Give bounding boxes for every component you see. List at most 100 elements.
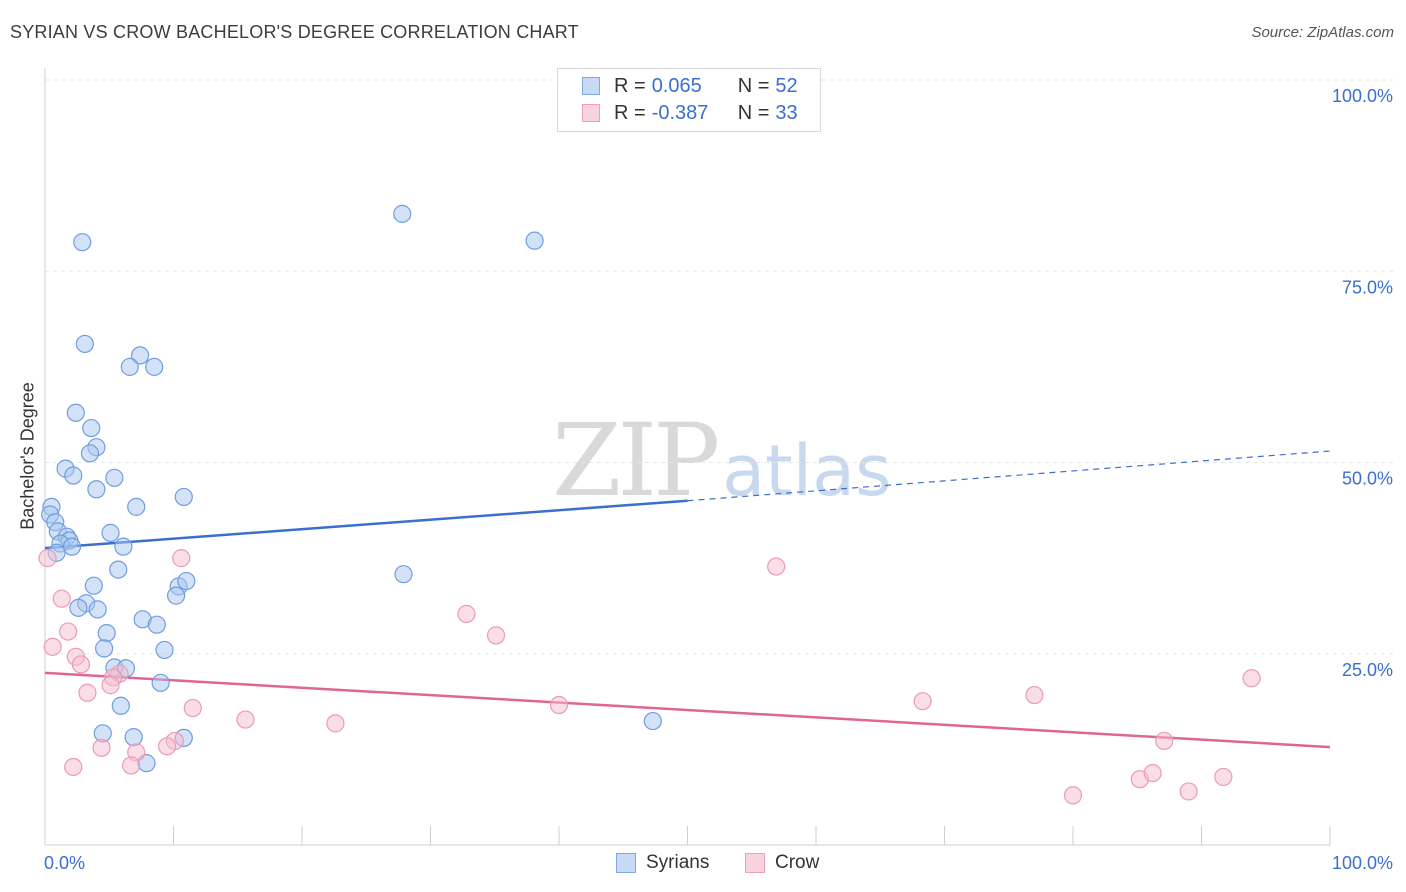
point-syrians bbox=[109, 560, 128, 579]
point-syrians bbox=[525, 231, 544, 250]
legend-swatch-syrians bbox=[582, 77, 600, 95]
y-tick-label: 25.0% bbox=[1342, 660, 1393, 680]
point-syrians bbox=[166, 586, 186, 605]
watermark: ZIPatlas bbox=[552, 402, 891, 519]
point-syrians bbox=[101, 523, 120, 542]
data-points bbox=[38, 204, 1261, 805]
point-syrians bbox=[130, 346, 150, 365]
bottom-legend-label-syrians: Syrians bbox=[646, 852, 710, 873]
point-crow bbox=[457, 604, 476, 624]
point-syrians bbox=[155, 640, 174, 660]
point-crow bbox=[549, 695, 569, 715]
y-tick-label: 75.0% bbox=[1342, 277, 1393, 297]
legend-r-label: R = bbox=[614, 74, 646, 97]
trend-line-crow bbox=[44, 671, 1331, 749]
point-crow bbox=[1143, 763, 1162, 783]
point-syrians bbox=[147, 615, 166, 634]
trend-line-syrians bbox=[44, 499, 688, 550]
x-tick-label-max: 100.0% bbox=[1332, 853, 1393, 873]
point-crow bbox=[183, 698, 202, 718]
point-crow bbox=[1025, 685, 1044, 705]
point-syrians bbox=[105, 468, 124, 487]
y-axis-label: Bachelor's Degree bbox=[17, 382, 38, 530]
point-syrians bbox=[84, 576, 103, 595]
point-syrians bbox=[145, 357, 164, 376]
point-syrians bbox=[69, 598, 88, 617]
source-label: Source: ZipAtlas.com bbox=[1251, 24, 1394, 41]
y-tick-label: 100.0% bbox=[1332, 86, 1393, 106]
point-crow bbox=[172, 549, 191, 568]
point-syrians bbox=[393, 204, 412, 223]
point-syrians bbox=[62, 537, 82, 556]
point-crow bbox=[913, 692, 932, 711]
point-crow bbox=[71, 655, 91, 674]
point-syrians bbox=[394, 565, 413, 584]
legend-r-value: -0.387 bbox=[651, 101, 709, 124]
point-crow bbox=[43, 637, 62, 656]
point-syrians bbox=[151, 673, 170, 692]
point-crow bbox=[1063, 786, 1083, 805]
legend-swatch-crow bbox=[582, 104, 600, 122]
y-tick-label: 50.0% bbox=[1342, 469, 1393, 489]
trend-line-extension-syrians bbox=[687, 450, 1331, 502]
tick-labels: 25.0% 50.0% 75.0% 100.0% 0.0% 100.0% bbox=[44, 86, 1393, 873]
bottom-legend-swatch-syrians bbox=[616, 853, 636, 873]
point-crow bbox=[157, 737, 177, 756]
point-syrians bbox=[88, 600, 107, 619]
point-crow bbox=[101, 676, 120, 695]
point-syrians bbox=[114, 537, 133, 556]
point-crow bbox=[236, 710, 255, 729]
point-syrians bbox=[97, 623, 116, 643]
point-syrians bbox=[174, 487, 193, 507]
point-crow bbox=[1214, 767, 1233, 787]
bottom-legend-crow: Crow bbox=[745, 852, 819, 874]
legend-row-syrians: R = 0.065 N = 52 bbox=[582, 73, 798, 99]
watermark-atlas: atlas bbox=[722, 430, 892, 512]
point-syrians bbox=[124, 728, 143, 747]
chart-title: SYRIAN VS CROW BACHELOR'S DEGREE CORRELA… bbox=[10, 22, 579, 42]
legend-n-value: 33 bbox=[775, 101, 798, 124]
legend-n-label: N = bbox=[737, 101, 770, 124]
point-syrians bbox=[82, 418, 101, 438]
point-crow bbox=[326, 714, 345, 733]
point-crow bbox=[92, 738, 111, 757]
point-syrians bbox=[95, 639, 114, 658]
legend-r-label: R = bbox=[614, 101, 646, 124]
bottom-legend-swatch-crow bbox=[745, 853, 765, 873]
point-syrians bbox=[111, 696, 130, 715]
point-syrians bbox=[643, 711, 662, 731]
axes bbox=[44, 68, 1331, 846]
point-syrians bbox=[64, 466, 83, 485]
legend-row-crow: R = -0.387 N = 33 bbox=[582, 100, 798, 126]
point-syrians bbox=[127, 497, 146, 516]
point-crow bbox=[1155, 731, 1174, 751]
legend-r-value: 0.065 bbox=[651, 74, 702, 97]
point-crow bbox=[52, 589, 71, 608]
watermark-zip: ZIP bbox=[552, 402, 720, 519]
point-crow bbox=[38, 549, 57, 568]
grid-lines bbox=[45, 79, 1395, 655]
point-syrians bbox=[73, 233, 92, 252]
correlation-legend: R = 0.065 N = 52 R = -0.387 N = 33 bbox=[557, 68, 821, 132]
point-syrians bbox=[177, 571, 196, 591]
bottom-legend-syrians: Syrians bbox=[616, 852, 709, 874]
point-syrians bbox=[66, 403, 85, 422]
point-syrians bbox=[75, 334, 94, 354]
point-syrians bbox=[80, 444, 100, 463]
point-crow bbox=[59, 622, 78, 641]
point-crow bbox=[1179, 782, 1198, 801]
point-crow bbox=[767, 557, 786, 576]
legend-n-value: 52 bbox=[775, 74, 798, 97]
point-syrians bbox=[87, 480, 106, 499]
trend-lines bbox=[44, 450, 1331, 749]
point-crow bbox=[486, 626, 506, 645]
point-crow bbox=[1242, 669, 1261, 688]
point-crow bbox=[121, 756, 141, 775]
legend-n-label: N = bbox=[737, 74, 770, 97]
x-tick-label-min: 0.0% bbox=[44, 853, 85, 873]
point-crow bbox=[78, 683, 97, 702]
point-syrians bbox=[120, 357, 139, 376]
point-crow bbox=[64, 757, 83, 777]
bottom-legend-label-crow: Crow bbox=[775, 852, 820, 873]
